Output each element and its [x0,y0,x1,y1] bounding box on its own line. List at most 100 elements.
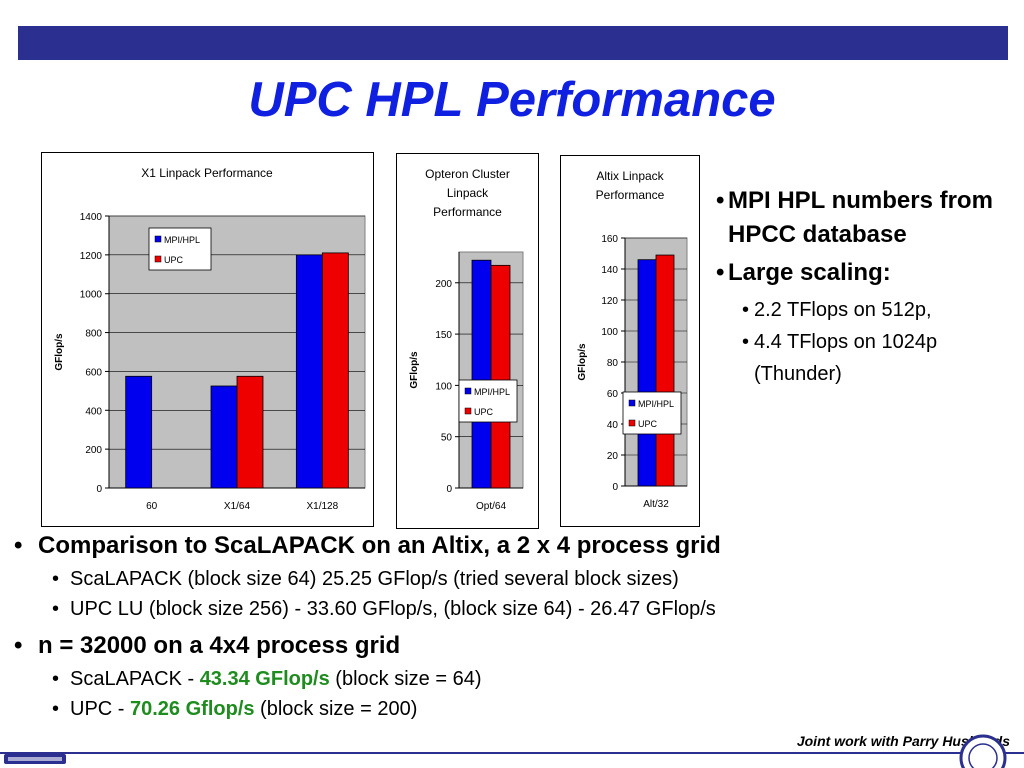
university-seal-logo [959,734,1007,768]
upc-result-prefix: UPC - [70,698,130,720]
bullet: • [14,632,23,659]
bottom-note-subtext: ScaLAPACK (block size 64) 25.25 GFlop/s … [70,568,679,590]
x1-linpack-chart: X1 Linpack Performance 0 200 400 600 800 1000 1… [41,152,374,527]
legend-box [148,227,212,271]
bar-mpi-hpl [210,385,238,489]
y-tick-label: 160 [601,234,618,245]
y-tick-label: 120 [601,296,618,307]
y-tick-label: 150 [435,330,452,341]
y-tick-label: 140 [601,265,618,276]
y-tick-label: 60 [607,389,619,400]
bottom-notes: • Comparison to ScaLAPACK on an Altix, a… [14,528,1004,724]
right-notes: • MPI HPL numbers from HPCC database • L… [716,184,1016,390]
legend-label: MPI/HPL [638,399,674,409]
legend-box [458,379,518,423]
scalapack-result-suffix: (block size = 64) [329,668,482,690]
bullet: • [52,698,60,720]
right-note-subtext: 2.2 TFlops on 512p, [754,299,932,321]
chart-title: Opteron Cluster [425,167,510,181]
bullet: • [14,532,23,559]
bullet: • [52,568,60,590]
footer-credit: Joint work with Parry Husbands [796,733,1010,749]
legend-label: UPC [164,255,184,265]
y-tick-label: 20 [607,451,619,462]
y-tick-label: 200 [85,445,102,456]
bar-upc [321,252,349,489]
bottom-note-subitem: • UPC - 70.26 Gflop/s (block size = 200) [14,694,1004,724]
bottom-note-text: n = 32000 on a 4x4 process grid [38,632,401,659]
chart-title: Altix Linpack [596,169,664,183]
bullet: • [52,598,60,620]
bottom-note-item: • Comparison to ScaLAPACK on an Altix, a… [14,528,1004,564]
legend-label: UPC [474,407,494,417]
bottom-note-subitem: • ScaLAPACK (block size 64) 25.25 GFlop/… [14,564,1004,594]
bar-upc [655,254,675,487]
legend-label: MPI/HPL [474,387,510,397]
bar-mpi-hpl [295,254,323,489]
bottom-note-text: Comparison to ScaLAPACK on an Altix, a 2… [38,532,721,559]
legend-swatch [154,255,162,263]
footer-rule [0,752,1024,754]
y-tick-label: 80 [607,358,619,369]
x1-linpack-chart-svg: X1 Linpack Performance 0 200 400 600 800 1000 1… [54,166,366,512]
x-tick-label: Alt/32 [643,499,669,510]
altix-linpack-chart: Altix Linpack Performance 0 20 40 60 80 100 120 1… [560,155,700,527]
right-note-subitem: • 4.4 TFlops on 1024p (Thunder) [716,326,1014,390]
y-tick-label: 0 [446,484,452,495]
opteron-linpack-chart-svg: Opteron Cluster Linpack Performance 0 50 100 1… [409,167,524,512]
legend-swatch [464,387,472,395]
y-tick-label: 40 [607,420,619,431]
y-tick-label: 50 [441,433,453,444]
legend-label: MPI/HPL [164,235,200,245]
y-axis-label: GFlop/s [409,351,420,389]
chart-title: Linpack [447,186,489,200]
x-tick-label: X1/64 [224,501,251,512]
legend-swatch [628,419,636,427]
slide-title: UPC HPL Performance [248,73,776,127]
bottom-note-item: • n = 32000 on a 4x4 process grid [14,628,1004,664]
y-tick-label: 1200 [80,251,103,262]
bullet: • [742,331,750,353]
upc-result-suffix: (block size = 200) [254,698,418,720]
bottom-note-subitem: • UPC LU (block size 256) - 33.60 GFlop/… [14,594,1004,624]
y-axis-label: GFlop/s [577,343,588,381]
x-tick-label: 60 [146,501,158,512]
chart-title: Performance [596,188,665,202]
right-note-text: Large scaling: [728,259,891,286]
header-bar [18,26,1008,60]
legend-box [622,391,682,435]
bullet: • [742,299,750,321]
legend-swatch [464,407,472,415]
bottom-note-subitem: • ScaLAPACK - 43.34 GFlop/s (block size … [14,664,1004,694]
upc-result-value: 70.26 Gflop/s [130,698,255,720]
y-tick-label: 200 [435,279,452,290]
scalapack-result-value: 43.34 GFlop/s [199,668,330,690]
y-tick-label: 100 [435,381,452,392]
right-note-text: MPI HPL numbers from HPCC database [728,187,993,248]
y-tick-label: 0 [96,484,102,495]
right-note-item: • MPI HPL numbers from HPCC database [716,184,1016,252]
right-note-item: • Large scaling: [716,256,1016,290]
bar-upc [490,264,511,489]
scalapack-result-prefix: ScaLAPACK - [70,668,200,690]
berkeley-lab-logo [4,754,66,764]
legend-swatch [628,399,636,407]
chart-title: Performance [433,205,502,219]
y-tick-label: 0 [612,482,618,493]
right-note-subtext: 4.4 TFlops on 1024p (Thunder) [754,331,938,385]
y-tick-label: 400 [85,406,102,417]
chart-title: X1 Linpack Performance [141,166,273,180]
bar-mpi-hpl [471,259,492,489]
x-tick-label: X1/128 [306,501,338,512]
y-tick-label: 800 [85,329,102,340]
bar-mpi-hpl [637,259,657,487]
bar-upc [236,375,264,489]
bullet: • [716,187,725,214]
y-tick-label: 1000 [80,290,103,301]
x-tick-label: Opt/64 [476,501,506,512]
y-tick-label: 100 [601,327,618,338]
bottom-note-subtext: UPC LU (block size 256) - 33.60 GFlop/s,… [70,598,716,620]
legend-swatch [154,235,162,243]
opteron-linpack-chart: Opteron Cluster Linpack Performance 0 50 100 1… [396,153,539,529]
right-note-subitem: • 2.2 TFlops on 512p, [716,294,1016,326]
